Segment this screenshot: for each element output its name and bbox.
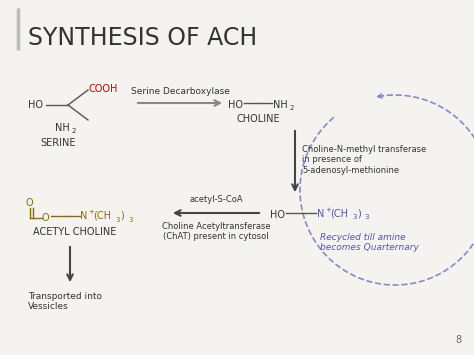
Text: Choline-N-methyl transferase
in presence of
5-adenosyl-methionine: Choline-N-methyl transferase in presence… [302,145,426,175]
Text: 3: 3 [352,214,356,220]
Text: Recycled till amine
becomes Quarternary: Recycled till amine becomes Quarternary [320,233,419,252]
Text: (CH: (CH [330,209,348,219]
Text: +: + [325,207,331,213]
Text: NH: NH [273,100,288,110]
Text: 2: 2 [290,105,294,111]
Text: Transported into
Vessicles: Transported into Vessicles [28,292,102,311]
Text: SYNTHESIS OF ACH: SYNTHESIS OF ACH [28,26,257,50]
Text: CHOLINE: CHOLINE [236,114,280,124]
Text: acetyl-S-CoA: acetyl-S-CoA [189,195,243,204]
Text: SERINE: SERINE [40,138,76,148]
Text: 2: 2 [72,128,76,134]
Text: N: N [80,211,87,221]
Text: ACETYL CHOLINE: ACETYL CHOLINE [33,227,117,237]
Text: ): ) [120,211,124,221]
Text: 3: 3 [128,217,133,223]
Text: O: O [42,213,50,223]
Text: HO: HO [270,210,285,220]
Text: 3: 3 [364,214,368,220]
Text: O: O [25,198,33,208]
Text: ): ) [357,209,361,219]
Text: N: N [317,209,324,219]
Text: HO: HO [28,100,43,110]
Text: Choline Acetyltransferase
(ChAT) present in cytosol: Choline Acetyltransferase (ChAT) present… [162,222,270,241]
Text: Serine Decarboxylase: Serine Decarboxylase [130,87,229,96]
Text: +: + [88,209,94,215]
Text: 8: 8 [456,335,462,345]
Text: COOH: COOH [89,84,118,94]
Text: HO: HO [228,100,243,110]
Text: 3: 3 [115,217,119,223]
Text: NH: NH [55,123,70,133]
Text: (CH: (CH [93,211,111,221]
